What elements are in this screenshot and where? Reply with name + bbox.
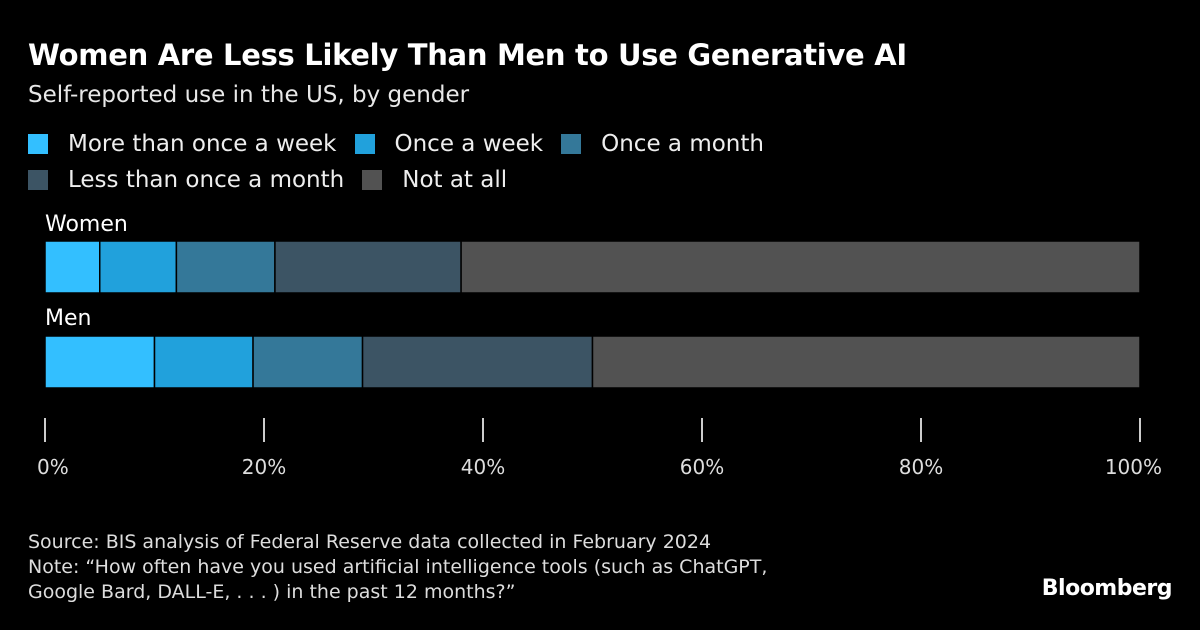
x-tick-label: 20% <box>242 455 286 479</box>
x-tick-label: 100% <box>1105 455 1162 479</box>
legend-swatch <box>561 134 582 154</box>
legend-label: More than once a week <box>68 131 337 157</box>
chart-title: Women Are Less Likely Than Men to Use Ge… <box>28 38 907 72</box>
legend-item: Once a week <box>354 126 544 162</box>
bloomberg-logo: Bloomberg <box>1041 576 1173 601</box>
legend-label: Once a month <box>601 131 764 157</box>
bar-segment-men-2 <box>252 335 364 389</box>
legend-label: Not at all <box>402 167 508 193</box>
note-line-2: Google Bard, DALL-E, . . . ) in the past… <box>28 581 516 603</box>
category-label-women: Women <box>45 212 128 237</box>
legend-label: Less than once a month <box>68 167 345 193</box>
source-note: Source: BIS analysis of Federal Reserve … <box>28 530 767 605</box>
legend-label: Once a week <box>394 131 544 157</box>
bar-segment-men-0 <box>44 335 156 389</box>
bar-segment-women-1 <box>99 240 178 294</box>
legend-item: Not at all <box>362 162 507 198</box>
bar-segment-women-2 <box>175 240 276 294</box>
legend-swatch <box>28 134 48 154</box>
source-text: Source: BIS analysis of Federal Reserve … <box>28 531 712 553</box>
bar-segment-men-4 <box>591 335 1141 389</box>
legend: More than once a week Once a week Once a m… <box>28 126 848 198</box>
bar-segment-women-4 <box>460 240 1141 294</box>
legend-item: Less than once a month <box>28 162 344 198</box>
note-line-1: Note: “How often have you used artificia… <box>28 556 768 578</box>
legend-swatch <box>354 134 375 154</box>
chart-subtitle: Self-reported use in the US, by gender <box>28 82 470 108</box>
legend-item: Once a month <box>561 126 764 162</box>
x-tick-label: 0% <box>37 455 69 479</box>
legend-item: More than once a week <box>28 126 337 162</box>
x-tick-label: 60% <box>680 455 724 479</box>
legend-swatch <box>28 170 48 190</box>
x-tick-label: 40% <box>461 455 505 479</box>
bar-segment-men-3 <box>361 335 594 389</box>
bar-segment-men-1 <box>153 335 254 389</box>
bar-segment-women-3 <box>274 240 462 294</box>
bar-segment-women-0 <box>44 240 101 294</box>
category-label-men: Men <box>45 306 92 331</box>
legend-swatch <box>362 170 383 190</box>
x-tick-label: 80% <box>899 455 943 479</box>
